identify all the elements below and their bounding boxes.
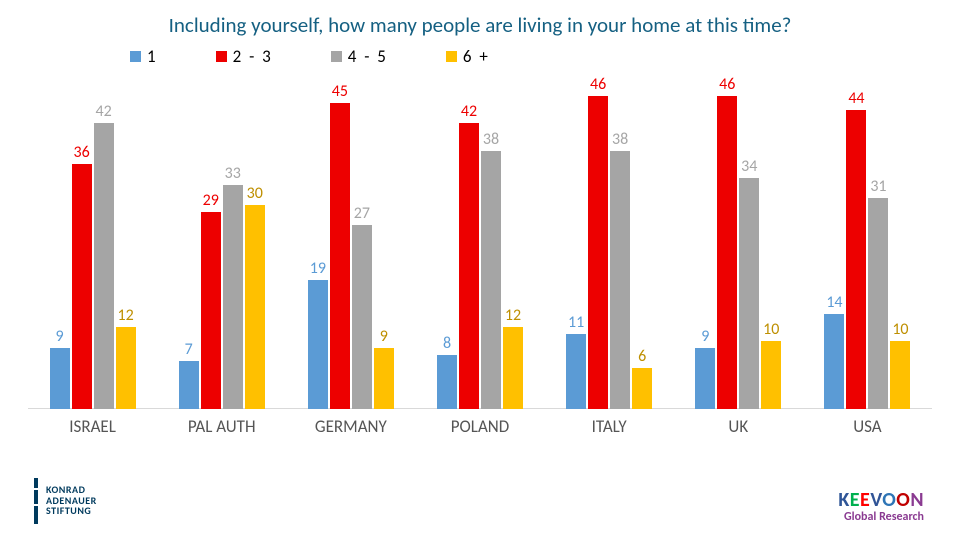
bar bbox=[374, 348, 394, 409]
logo-keevoon: KEEVOON Global Research bbox=[838, 488, 924, 524]
bar bbox=[890, 341, 910, 409]
bar-value-label: 46 bbox=[719, 75, 735, 94]
category-label: ITALY bbox=[592, 416, 627, 437]
legend-label: 4 - 5 bbox=[348, 46, 388, 67]
axis-baseline bbox=[28, 408, 932, 409]
bar-value-label: 6 bbox=[638, 347, 646, 366]
category-label: ISRAEL bbox=[69, 416, 116, 437]
bar-value-label: 31 bbox=[870, 177, 886, 196]
bar bbox=[50, 348, 70, 409]
bar bbox=[179, 361, 199, 409]
bar-value-label: 10 bbox=[763, 320, 779, 339]
logo-konrad-adenauer: KONRAD ADENAUER STIFTUNG bbox=[34, 478, 97, 524]
legend-swatch bbox=[446, 51, 457, 62]
kas-icon bbox=[34, 478, 38, 524]
bar bbox=[846, 110, 866, 409]
category-label: UK bbox=[728, 416, 748, 437]
bar-value-label: 8 bbox=[443, 334, 451, 353]
bar bbox=[566, 334, 586, 409]
bar-value-label: 44 bbox=[848, 89, 864, 108]
bar-value-label: 36 bbox=[73, 143, 89, 162]
bar bbox=[632, 368, 652, 409]
chart-area: 9 36 42 12 ISRAEL 7 29 33 30 PAL AUTH 19 45 27 9 GERMA… bbox=[28, 67, 932, 437]
bar bbox=[503, 327, 523, 409]
bar bbox=[223, 185, 243, 409]
legend-swatch bbox=[130, 51, 141, 62]
bar-value-label: 30 bbox=[247, 184, 263, 203]
bar-value-label: 27 bbox=[354, 204, 370, 223]
bar-value-label: 38 bbox=[483, 130, 499, 149]
category-label: GERMANY bbox=[315, 416, 387, 437]
chart-title: Including yourself, how many people are … bbox=[0, 0, 960, 38]
bar-value-label: 45 bbox=[332, 82, 348, 101]
bar-value-label: 9 bbox=[56, 327, 64, 346]
legend-item: 4 - 5 bbox=[331, 46, 388, 67]
legend-swatch bbox=[216, 51, 227, 62]
bar-value-label: 19 bbox=[310, 259, 326, 278]
bar bbox=[868, 198, 888, 409]
legend-label: 2 - 3 bbox=[233, 46, 273, 67]
bar bbox=[717, 96, 737, 409]
legend-item: 1 bbox=[130, 46, 158, 67]
bar-value-label: 10 bbox=[892, 320, 908, 339]
bar bbox=[481, 151, 501, 409]
bar-value-label: 7 bbox=[185, 340, 193, 359]
category-label: USA bbox=[853, 416, 881, 437]
legend: 1 2 - 3 4 - 5 6 + bbox=[0, 46, 960, 67]
bar-value-label: 33 bbox=[225, 164, 241, 183]
bar bbox=[761, 341, 781, 409]
bar bbox=[588, 96, 608, 409]
bar bbox=[437, 355, 457, 409]
bar-value-label: 46 bbox=[590, 75, 606, 94]
bar-value-label: 12 bbox=[117, 306, 133, 325]
bar-value-label: 42 bbox=[461, 102, 477, 121]
bar-value-label: 38 bbox=[612, 130, 628, 149]
bar bbox=[330, 103, 350, 409]
bar-value-label: 11 bbox=[568, 313, 584, 332]
category-label: PAL AUTH bbox=[188, 416, 256, 437]
bar-value-label: 12 bbox=[505, 306, 521, 325]
legend-item: 2 - 3 bbox=[216, 46, 273, 67]
bar bbox=[72, 164, 92, 409]
bar bbox=[201, 212, 221, 409]
legend-label: 6 + bbox=[463, 46, 490, 67]
bar bbox=[459, 123, 479, 409]
bar-value-label: 34 bbox=[741, 157, 757, 176]
bar bbox=[824, 314, 844, 409]
legend-swatch bbox=[331, 51, 342, 62]
keevoon-wordmark: KEEVOON bbox=[838, 488, 924, 512]
kas-line: STIFTUNG bbox=[46, 506, 97, 517]
bar-value-label: 42 bbox=[95, 102, 111, 121]
bar bbox=[116, 327, 136, 409]
bar-value-label: 9 bbox=[701, 327, 709, 346]
bar bbox=[352, 225, 372, 409]
bar bbox=[739, 178, 759, 409]
bar bbox=[308, 280, 328, 409]
bar bbox=[610, 151, 630, 409]
bar bbox=[245, 205, 265, 409]
category-label: POLAND bbox=[451, 416, 509, 437]
bar bbox=[695, 348, 715, 409]
legend-label: 1 bbox=[147, 46, 158, 67]
keevoon-tagline: Global Research bbox=[838, 510, 924, 524]
legend-item: 6 + bbox=[446, 46, 490, 67]
bar-value-label: 9 bbox=[380, 327, 388, 346]
bar-value-label: 14 bbox=[826, 293, 842, 312]
bar-value-label: 29 bbox=[203, 191, 219, 210]
bar bbox=[94, 123, 114, 409]
